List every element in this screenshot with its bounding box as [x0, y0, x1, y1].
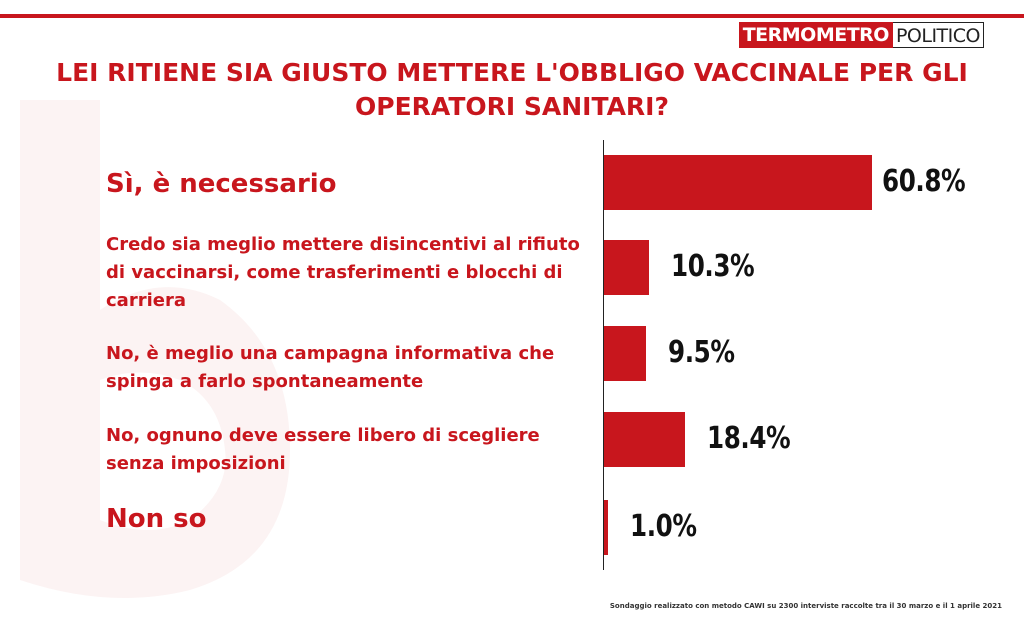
chart-title: LEI RITIENE SIA GIUSTO METTERE L'OBBLIGO…: [56, 58, 968, 121]
top-accent-rule: [0, 14, 1024, 18]
bar-value-label: 1.0%: [630, 508, 697, 544]
category-label: Credo sia meglio mettere disincentivi al…: [106, 234, 580, 311]
survey-footnote: Sondaggio realizzato con metodo CAWI su …: [609, 602, 1002, 610]
bar: [604, 240, 650, 295]
brand-logo: TERMOMETRO POLITICO: [738, 22, 984, 48]
bar: [604, 326, 646, 381]
category-label: No, ognuno deve essere libero di sceglie…: [106, 425, 540, 474]
bar-value-label: 60.8%: [882, 163, 966, 199]
bar: [604, 412, 686, 467]
bar-value-label: 9.5%: [667, 334, 735, 370]
category-label: Non so: [106, 504, 207, 534]
category-label: No, è meglio una campagna informativa ch…: [106, 343, 555, 392]
bar: [604, 155, 872, 210]
category-axis-line: [603, 140, 604, 570]
brand-logo-part2: POLITICO: [892, 22, 984, 48]
bar-value-label: 18.4%: [707, 420, 791, 456]
category-label: Sì, è necessario: [106, 169, 337, 199]
brand-logo-part1: TERMOMETRO: [738, 22, 893, 48]
bar: [604, 500, 609, 555]
bar-value-label: 10.3%: [671, 248, 755, 284]
